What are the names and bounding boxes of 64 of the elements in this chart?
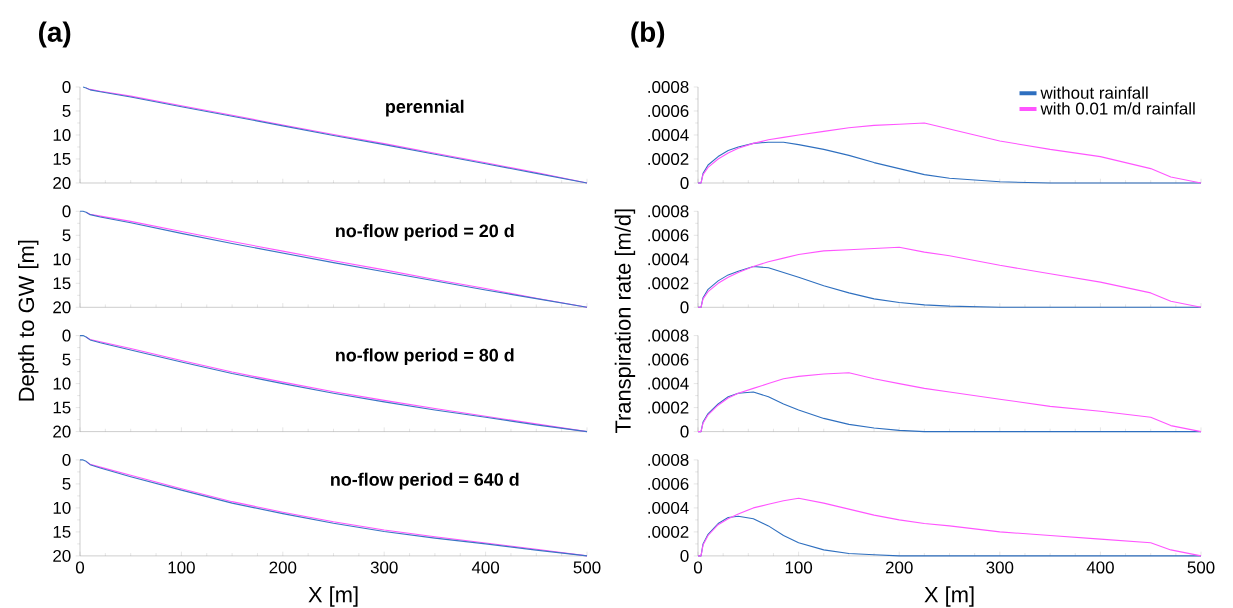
y-tick-label: 0 — [680, 301, 689, 314]
y-tick-label: 20 — [53, 301, 71, 314]
x-tick-label: 400 — [471, 561, 500, 574]
x-axis-title: X [m] — [924, 586, 974, 607]
x-axis-title: X [m] — [308, 586, 358, 607]
y-tick-label: 10 — [53, 377, 71, 390]
x-tick-label: 0 — [693, 561, 703, 574]
y-tick-label: 0 — [62, 453, 71, 466]
y-tick-label: 20 — [53, 425, 71, 438]
y-tick-label: 15 — [53, 401, 71, 414]
x-tick-label: 200 — [269, 561, 297, 574]
y-tick-label: 5 — [62, 477, 71, 490]
annotation: no-flow period = 20 d — [336, 224, 514, 241]
annotation: perennial — [386, 99, 464, 117]
y-tick-label: 15 — [53, 277, 71, 290]
x-tick-label: 100 — [168, 561, 195, 574]
y-tick-label: .0006 — [648, 229, 689, 242]
legend-label: with 0.01 m/d rainfall — [1040, 102, 1195, 115]
y-tick-label: .0006 — [648, 477, 689, 490]
y-tick-label: .0008 — [648, 205, 689, 218]
y-tick-label: 5 — [62, 353, 71, 366]
x-tick-label: 500 — [1187, 561, 1215, 574]
y-tick-label: 0 — [680, 549, 689, 562]
y-tick-label: 20 — [53, 549, 71, 562]
y-tick-label: .0008 — [648, 453, 689, 466]
x-tick-label: 300 — [370, 561, 398, 574]
x-tick-label: 300 — [986, 561, 1014, 574]
y-tick-label: 0 — [680, 177, 689, 189]
y-axis-title: Transpiration rate [m/d] — [614, 209, 636, 434]
y-tick-label: .0008 — [648, 80, 689, 93]
annotation: no-flow period = 80 d — [336, 348, 514, 366]
y-tick-label: 0 — [62, 81, 71, 93]
y-tick-label: .0004 — [648, 501, 689, 514]
y-tick-label: 15 — [53, 525, 71, 538]
y-tick-label: .0002 — [648, 277, 689, 290]
y-tick-label: 15 — [53, 153, 71, 165]
y-tick-label: 5 — [62, 229, 71, 242]
chart-title: (b) — [631, 21, 665, 48]
y-tick-label: 10 — [53, 501, 71, 514]
y-tick-label: 0 — [680, 425, 689, 438]
x-tick-label: 500 — [573, 561, 601, 574]
y-tick-label: .0008 — [648, 329, 689, 342]
y-tick-label: .0002 — [648, 401, 689, 414]
y-tick-label: .0002 — [648, 153, 689, 165]
y-tick-label: .0004 — [648, 129, 689, 141]
y-tick-label: 0 — [62, 329, 71, 342]
x-tick-label: 0 — [75, 561, 85, 574]
y-tick-label: .0004 — [648, 253, 689, 266]
chart-title: (a) — [38, 21, 71, 48]
y-tick-label: .0004 — [648, 377, 689, 390]
x-tick-label: 100 — [785, 561, 813, 574]
y-tick-label: 10 — [53, 129, 71, 141]
y-tick-label: 20 — [53, 177, 71, 189]
y-tick-label: 0 — [62, 205, 71, 218]
y-tick-label: .0006 — [648, 353, 689, 366]
y-tick-label: .0006 — [648, 104, 689, 117]
x-tick-label: 400 — [1086, 561, 1114, 574]
x-tick-label: 200 — [885, 561, 913, 574]
annotation: no-flow period = 640 d — [331, 472, 519, 490]
y-tick-label: 5 — [62, 105, 71, 117]
legend-label: without rainfall — [1040, 86, 1148, 99]
y-tick-label: 10 — [53, 253, 71, 266]
y-axis-title: Depth to GW [m] — [18, 240, 39, 401]
y-tick-label: .0002 — [648, 525, 689, 538]
